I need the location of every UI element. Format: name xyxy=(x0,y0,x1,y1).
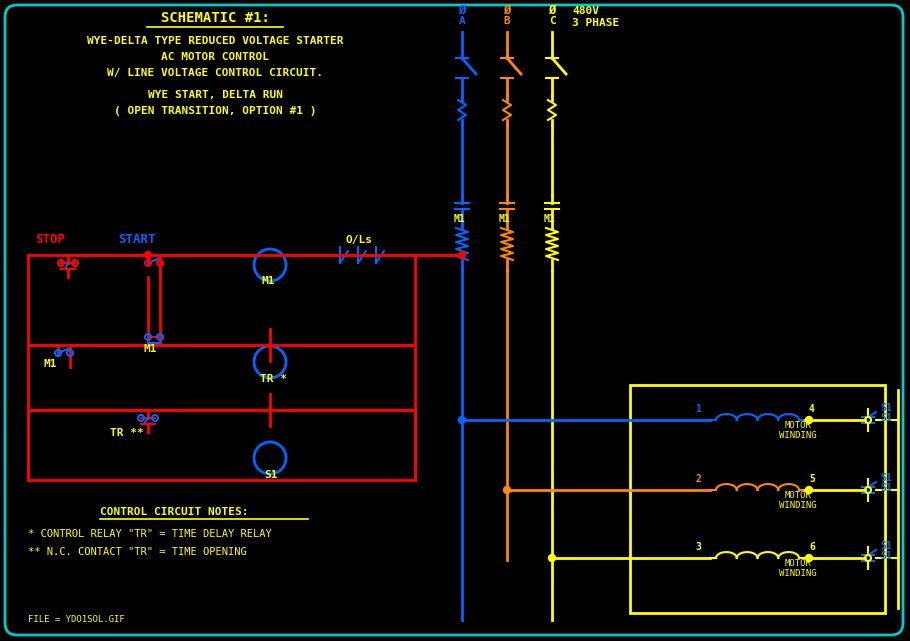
Text: 2: 2 xyxy=(695,474,701,484)
Text: SCHEMATIC #1:: SCHEMATIC #1: xyxy=(160,11,269,25)
Text: WYE-DELTA TYPE REDUCED VOLTAGE STARTER: WYE-DELTA TYPE REDUCED VOLTAGE STARTER xyxy=(86,36,343,46)
Text: MOTOR: MOTOR xyxy=(784,491,812,500)
Text: WINDING: WINDING xyxy=(779,431,817,440)
Text: S1: S1 xyxy=(880,413,892,423)
Text: 5: 5 xyxy=(809,474,814,484)
Text: 6: 6 xyxy=(809,542,814,552)
Circle shape xyxy=(549,554,555,562)
Text: MOTOR: MOTOR xyxy=(784,559,812,568)
Text: Ø: Ø xyxy=(459,4,466,17)
Text: WINDING: WINDING xyxy=(779,569,817,578)
Text: M1: M1 xyxy=(544,214,556,224)
Text: TR *: TR * xyxy=(260,374,287,384)
Text: M1: M1 xyxy=(44,359,57,369)
Text: M1: M1 xyxy=(262,276,276,286)
Text: S1: S1 xyxy=(880,483,892,493)
Bar xyxy=(630,385,885,613)
Text: AC MOTOR CONTROL: AC MOTOR CONTROL xyxy=(161,52,269,62)
Text: 3: 3 xyxy=(695,542,701,552)
Text: S1: S1 xyxy=(880,551,892,561)
Text: FILE = YDO1SOL.GIF: FILE = YDO1SOL.GIF xyxy=(28,615,125,624)
Circle shape xyxy=(145,251,151,258)
Text: O/Ls: O/Ls xyxy=(345,235,372,245)
Text: 3 PHASE: 3 PHASE xyxy=(572,18,619,28)
Text: W/ LINE VOLTAGE CONTROL CIRCUIT.: W/ LINE VOLTAGE CONTROL CIRCUIT. xyxy=(107,68,323,78)
Text: S1: S1 xyxy=(880,473,892,483)
Text: M1: M1 xyxy=(454,214,466,224)
Text: M1: M1 xyxy=(499,214,511,224)
Text: C: C xyxy=(549,16,555,26)
FancyBboxPatch shape xyxy=(5,5,903,635)
Text: STOP: STOP xyxy=(35,233,65,246)
Text: CONTROL CIRCUIT NOTES:: CONTROL CIRCUIT NOTES: xyxy=(100,507,248,517)
Text: B: B xyxy=(503,16,511,26)
Circle shape xyxy=(459,417,466,424)
Circle shape xyxy=(805,487,813,494)
Circle shape xyxy=(459,251,466,258)
Text: A: A xyxy=(459,16,465,26)
Text: TR **: TR ** xyxy=(110,428,144,438)
Circle shape xyxy=(805,554,813,562)
Text: * CONTROL RELAY "TR" = TIME DELAY RELAY: * CONTROL RELAY "TR" = TIME DELAY RELAY xyxy=(28,529,272,539)
Text: 1: 1 xyxy=(695,404,701,414)
Text: 480V: 480V xyxy=(572,6,599,16)
Text: ( OPEN TRANSITION, OPTION #1 ): ( OPEN TRANSITION, OPTION #1 ) xyxy=(114,106,317,116)
Text: ** N.C. CONTACT "TR" = TIME OPENING: ** N.C. CONTACT "TR" = TIME OPENING xyxy=(28,547,247,557)
Text: WINDING: WINDING xyxy=(779,501,817,510)
Text: S1: S1 xyxy=(880,403,892,413)
Text: S1: S1 xyxy=(880,541,892,551)
Circle shape xyxy=(805,417,813,424)
Circle shape xyxy=(503,487,511,494)
Text: Ø: Ø xyxy=(503,4,511,17)
Text: MOTOR: MOTOR xyxy=(784,421,812,430)
Text: Ø: Ø xyxy=(548,4,556,17)
Text: START: START xyxy=(118,233,156,246)
Text: WYE START, DELTA RUN: WYE START, DELTA RUN xyxy=(147,90,282,100)
Text: 4: 4 xyxy=(809,404,814,414)
Text: S1: S1 xyxy=(264,470,278,480)
Text: M1: M1 xyxy=(143,344,157,354)
